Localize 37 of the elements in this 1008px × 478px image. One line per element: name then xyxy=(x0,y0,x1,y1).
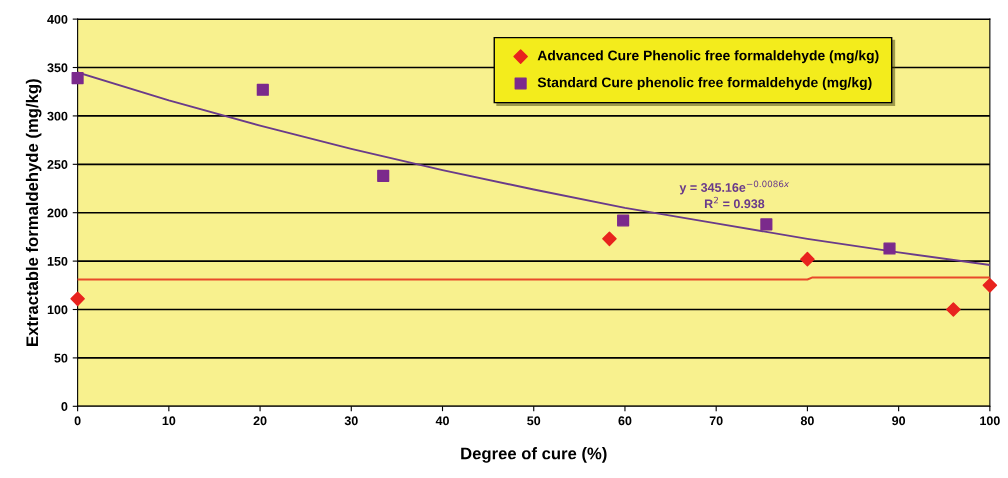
point xyxy=(946,302,961,317)
x-tick-label: 30 xyxy=(344,416,358,426)
y-tick-label: 400 xyxy=(47,14,68,24)
point xyxy=(982,278,998,293)
legend-label: Standard Cure phenolic free formaldehyde (mg/kg) xyxy=(537,77,872,91)
x-tick-label: 40 xyxy=(435,416,449,426)
y-tick-label: 350 xyxy=(47,63,68,73)
x-tick-label: 60 xyxy=(618,416,632,426)
x-tick-label: 100 xyxy=(980,416,1000,426)
x-tick-label: 80 xyxy=(800,416,814,426)
x-axis-title: Degree of cure (%) xyxy=(461,447,607,463)
x-tick-label: 90 xyxy=(892,416,906,426)
point xyxy=(71,72,84,85)
point xyxy=(256,83,269,96)
x-tick-label: 70 xyxy=(709,416,723,426)
point xyxy=(377,169,390,183)
annotation: y = 345.16e$^{−0.0086x}$ xyxy=(679,180,790,195)
point xyxy=(70,291,85,307)
x-tick-label: 0 xyxy=(74,416,81,426)
y-tick-label: 50 xyxy=(54,353,68,363)
point xyxy=(800,251,815,267)
x-tick-label: 20 xyxy=(253,416,267,426)
point xyxy=(617,214,630,227)
point xyxy=(602,231,617,247)
y-axis-title: Extractable formaldehyde (mg/kg) xyxy=(25,79,42,346)
y-tick-label: 0 xyxy=(61,402,68,411)
y-tick-label: 300 xyxy=(47,111,68,121)
y-tick-label: 250 xyxy=(47,160,68,169)
annotation: R$^{2}$ = 0.938 xyxy=(704,196,765,209)
y-tick-label: 200 xyxy=(47,208,68,218)
y-tick-label: 100 xyxy=(47,305,68,315)
x-tick-label: 10 xyxy=(162,416,176,426)
point xyxy=(760,218,773,231)
legend-label: Advanced Cure Phenolic free formaldehyde (mg/kg) xyxy=(537,50,879,64)
point xyxy=(883,242,896,255)
y-tick-label: 150 xyxy=(47,256,68,266)
x-tick-label: 50 xyxy=(527,416,541,426)
